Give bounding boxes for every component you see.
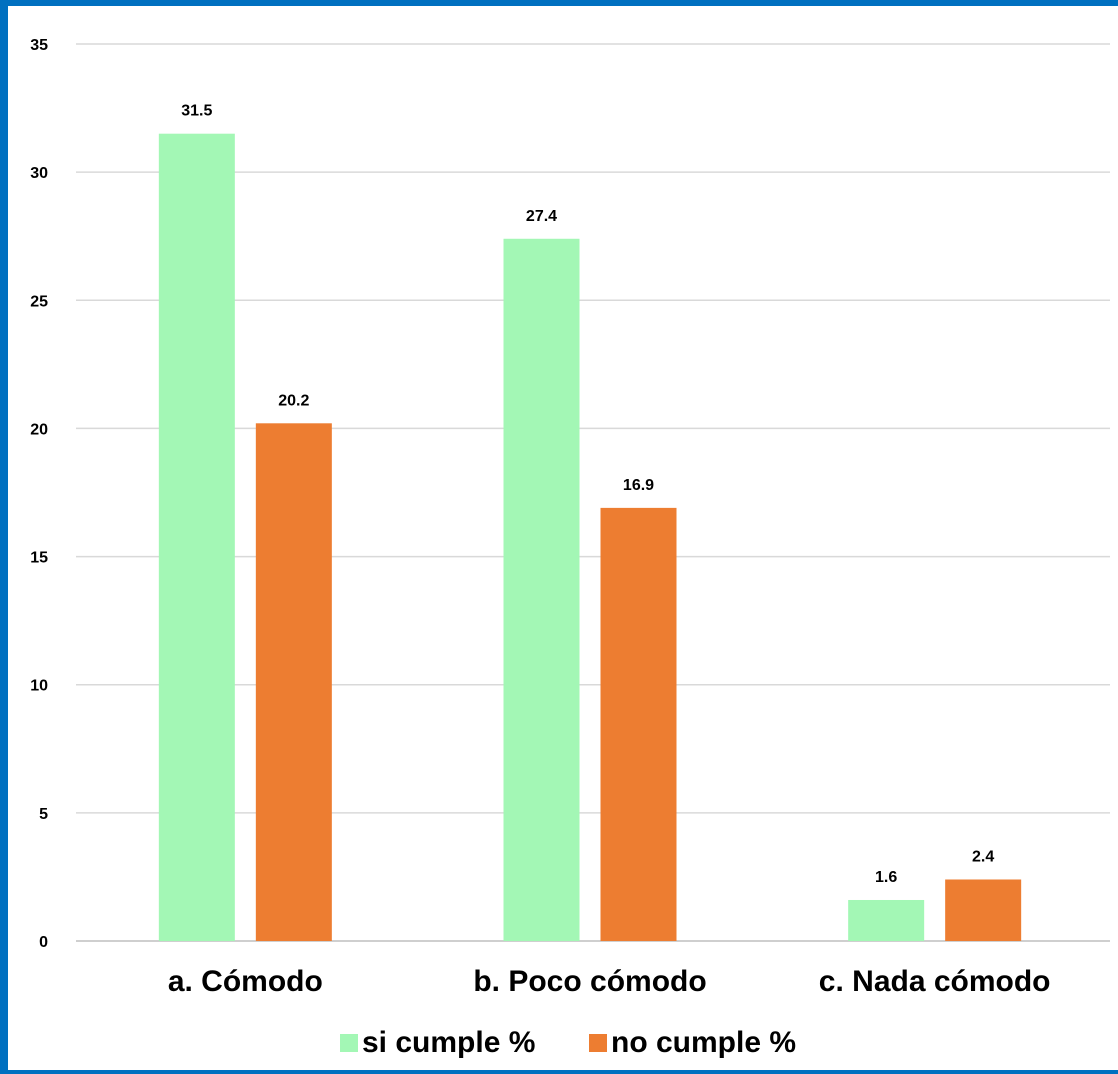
data-label: 27.4 bbox=[526, 208, 557, 225]
category-label: a. Cómodo bbox=[168, 965, 323, 998]
data-label: 16.9 bbox=[623, 477, 654, 494]
y-tick-label: 15 bbox=[30, 550, 48, 567]
y-tick-label: 10 bbox=[30, 678, 48, 695]
bar-no-cumple bbox=[256, 423, 332, 941]
category-label: c. Nada cómodo bbox=[819, 965, 1051, 998]
data-label: 2.4 bbox=[972, 848, 994, 865]
y-axis-ticks: 0 5 10 15 20 25 30 35 bbox=[30, 37, 48, 951]
data-label: 31.5 bbox=[181, 103, 212, 120]
legend: si cumple % no cumple % bbox=[340, 1026, 796, 1059]
bars bbox=[159, 134, 1021, 941]
y-tick-label: 0 bbox=[39, 934, 48, 951]
y-tick-label: 35 bbox=[30, 37, 48, 54]
y-tick-label: 30 bbox=[30, 165, 48, 182]
bar-no-cumple bbox=[601, 508, 677, 941]
legend-swatch bbox=[340, 1034, 358, 1052]
bar-no-cumple bbox=[945, 879, 1021, 941]
y-tick-label: 25 bbox=[30, 293, 48, 310]
bar-si-cumple bbox=[848, 900, 924, 941]
legend-label: no cumple % bbox=[611, 1026, 796, 1059]
legend-swatch bbox=[589, 1034, 607, 1052]
y-tick-label: 20 bbox=[30, 421, 48, 438]
legend-label: si cumple % bbox=[362, 1026, 535, 1059]
category-labels: a. Cómodo b. Poco cómodo c. Nada cómodo bbox=[168, 965, 1051, 998]
bar-si-cumple bbox=[504, 239, 580, 941]
y-tick-label: 5 bbox=[39, 806, 48, 823]
category-label: b. Poco cómodo bbox=[473, 965, 706, 998]
data-label: 1.6 bbox=[875, 869, 897, 886]
bar-si-cumple bbox=[159, 134, 235, 941]
data-label: 20.2 bbox=[278, 392, 309, 409]
